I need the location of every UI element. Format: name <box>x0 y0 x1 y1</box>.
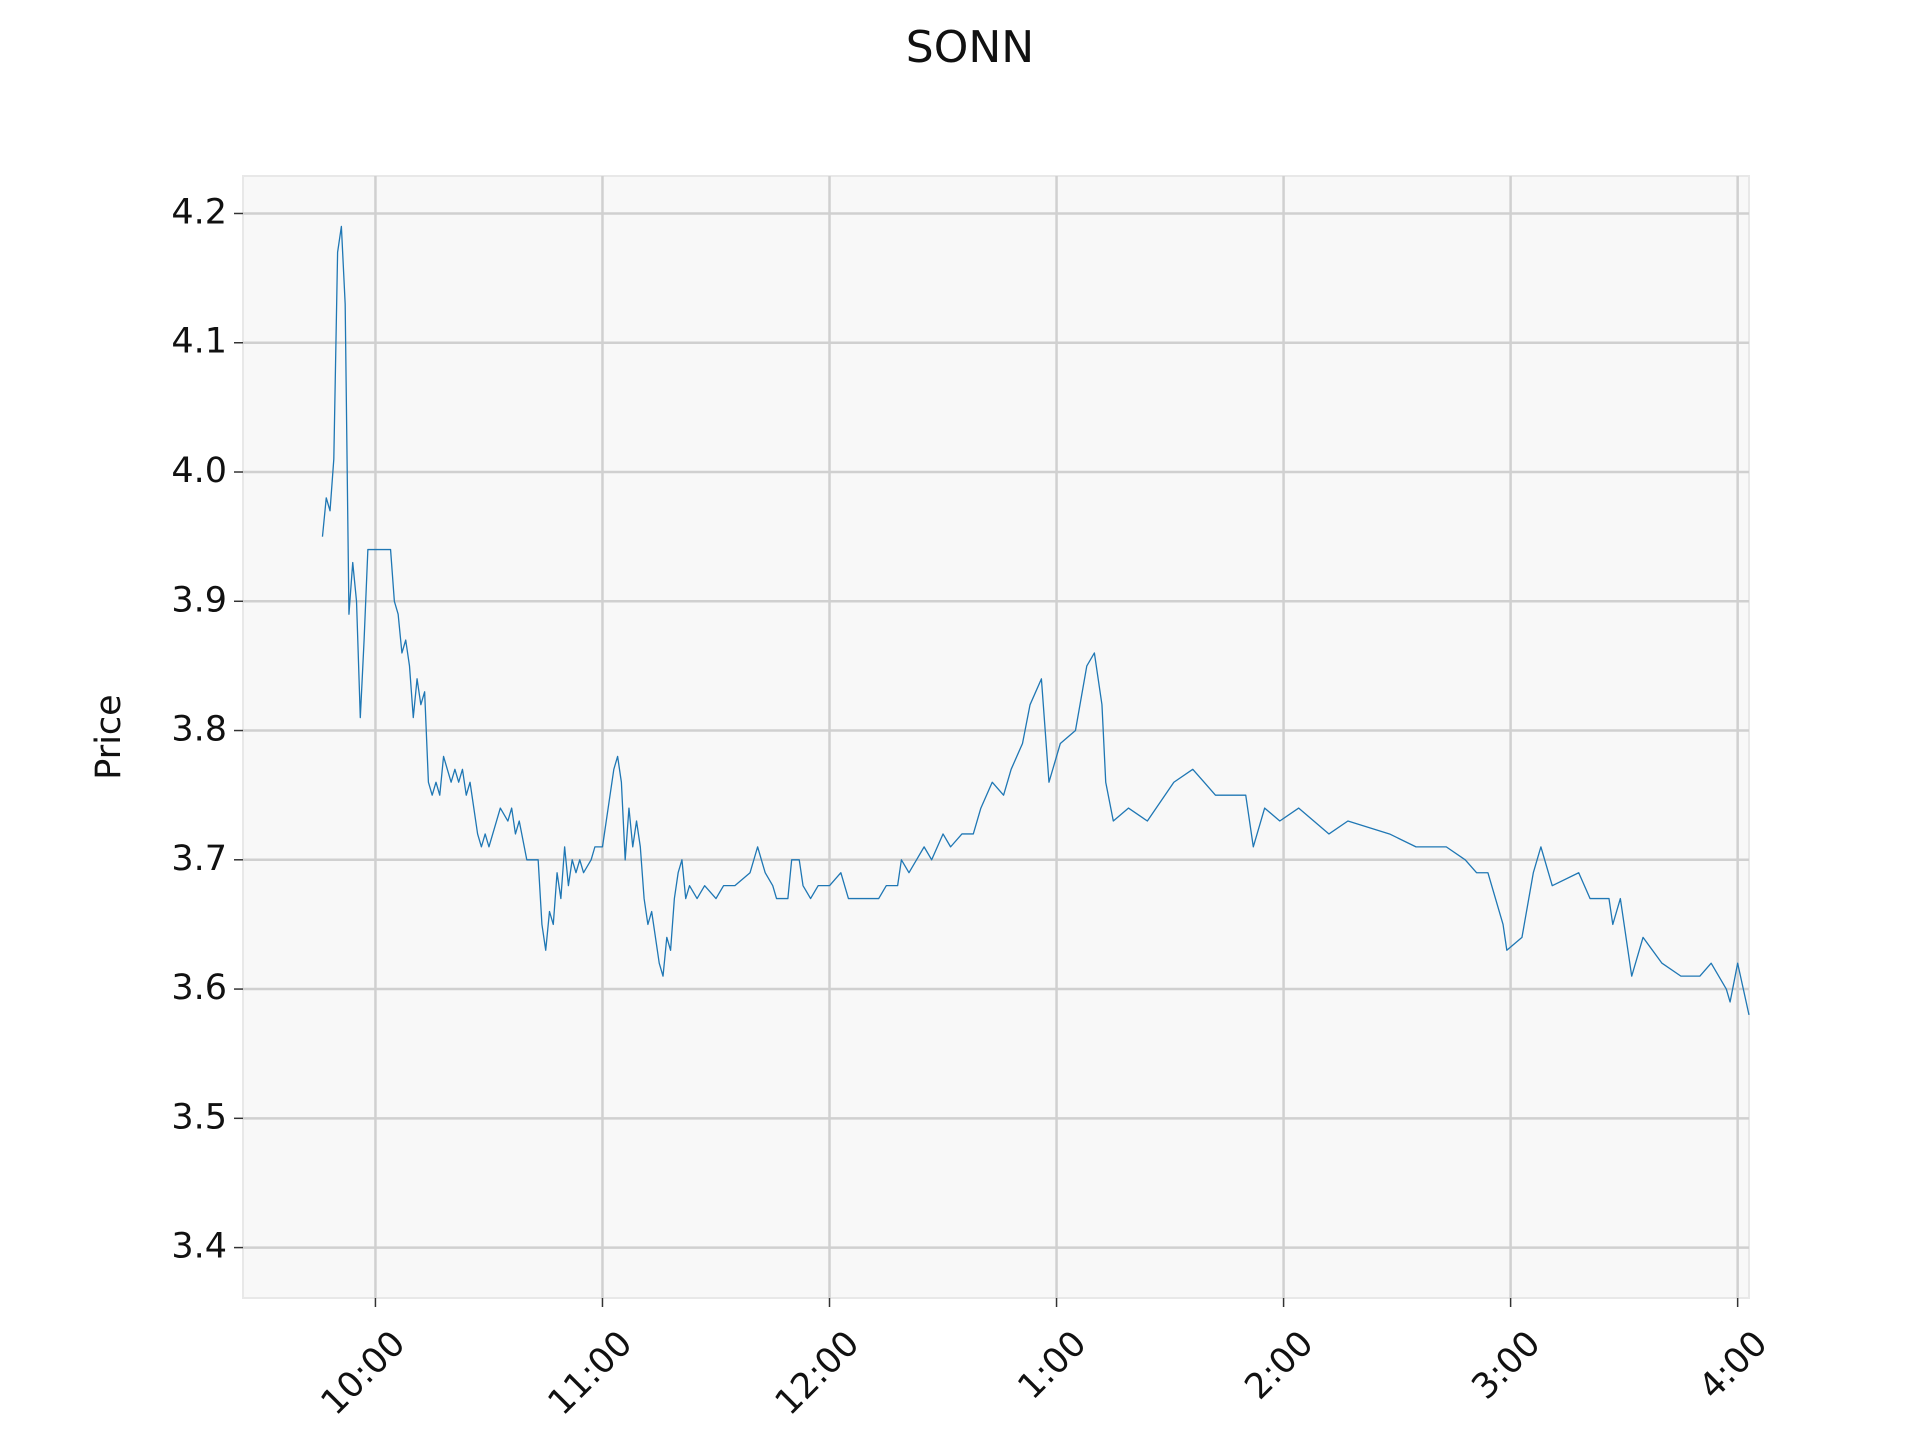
y-tick-label: 3.5 <box>171 1097 227 1137</box>
y-tick-label: 3.9 <box>171 580 227 620</box>
y-tick-label: 4.0 <box>171 451 227 491</box>
plot-area <box>242 175 1750 1299</box>
x-tick-label: 3:00 <box>1465 1324 1549 1408</box>
y-tick-label: 3.8 <box>171 710 227 750</box>
y-axis-label: Price <box>89 694 129 779</box>
x-tick-label: 2:00 <box>1238 1324 1322 1408</box>
y-tick-label: 4.2 <box>171 192 227 232</box>
y-tick-label: 3.4 <box>171 1227 227 1267</box>
chart-title: SONN <box>906 22 1034 73</box>
x-tick-label: 10:00 <box>314 1324 414 1424</box>
x-tick-label: 12:00 <box>768 1324 868 1424</box>
x-tick-label: 11:00 <box>541 1324 641 1424</box>
x-tick-label: 1:00 <box>1011 1324 1095 1408</box>
y-tick-label: 3.6 <box>171 968 227 1008</box>
y-tick-label: 3.7 <box>171 839 227 879</box>
y-tick-label: 4.1 <box>171 322 227 362</box>
x-tick-label: 4:00 <box>1692 1324 1776 1408</box>
price-line <box>321 225 1750 1016</box>
